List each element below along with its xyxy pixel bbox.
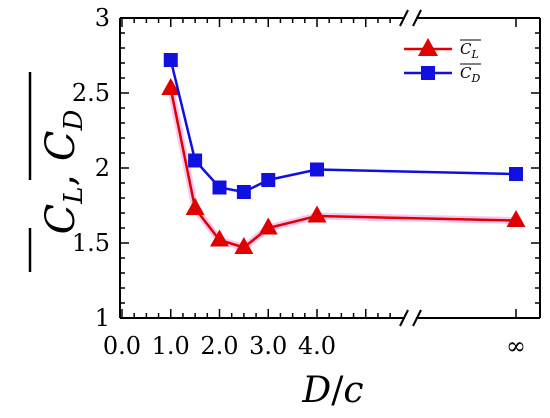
series-line-0: [169, 88, 517, 249]
legend-label-1: CD: [460, 64, 480, 85]
legend-label-0: CL: [460, 40, 479, 61]
svg-text:CL, CD: CL, CD: [38, 109, 89, 234]
y-axis-label-sep: ,: [38, 161, 84, 186]
data-point-triangle: [307, 205, 327, 223]
legend-marker-square: [421, 66, 435, 80]
y-axis-label-cl-sub: L: [59, 187, 89, 205]
data-point-square: [212, 180, 227, 195]
y-axis-label: CL, CD: [28, 72, 89, 272]
x-tick-label: 4.0: [298, 332, 336, 360]
ticks: 1 1.5 2 2.5 3 0.0 1.0 2.0 3.0 4.0 ∞: [72, 4, 540, 360]
x-tick-label: 3.0: [249, 332, 287, 360]
series-layer: [161, 53, 526, 254]
x-tick-label: 0.0: [103, 332, 141, 360]
data-point-square: [236, 185, 251, 199]
data-point-square: [261, 173, 276, 187]
x-tick-label: 2.0: [200, 332, 238, 360]
y-tick-label: 1: [95, 304, 110, 332]
axis-break-mark-bottom-1: [399, 309, 409, 327]
y-axis-label-cl-c: C: [38, 204, 84, 235]
y-tick-label: 1.5: [72, 229, 110, 257]
series-halo-0: [167, 87, 517, 251]
data-point-triangle: [161, 77, 181, 95]
y-axis-label-cd-c: C: [38, 130, 84, 161]
data-point-triangle: [210, 229, 229, 247]
y-axis-label-cd-sub: D: [59, 109, 89, 131]
x-axis-label: D/c: [301, 370, 363, 411]
data-point-triangle: [234, 236, 254, 254]
data-point-square: [163, 53, 178, 67]
y-tick-label: 2.5: [72, 79, 110, 107]
y-tick-label: 3: [95, 4, 110, 32]
data-point-square: [188, 153, 203, 168]
plot-frame: [119, 9, 541, 327]
data-point-triangle: [506, 209, 526, 227]
x-tick-label: ∞: [506, 332, 526, 360]
axis-break-mark-bottom-2: [412, 309, 422, 327]
data-point-triangle: [258, 217, 278, 235]
axis-break-mark-top-1: [399, 9, 409, 27]
legend-marker-triangle: [418, 38, 438, 56]
x-tick-label: 1.0: [152, 332, 190, 360]
legend: CL CD: [404, 38, 481, 85]
data-point-square: [310, 162, 324, 177]
data-point-square: [509, 167, 523, 181]
y-tick-label: 2: [95, 154, 110, 182]
data-point-triangle: [185, 197, 205, 215]
axis-break-mark-top-2: [412, 9, 422, 27]
